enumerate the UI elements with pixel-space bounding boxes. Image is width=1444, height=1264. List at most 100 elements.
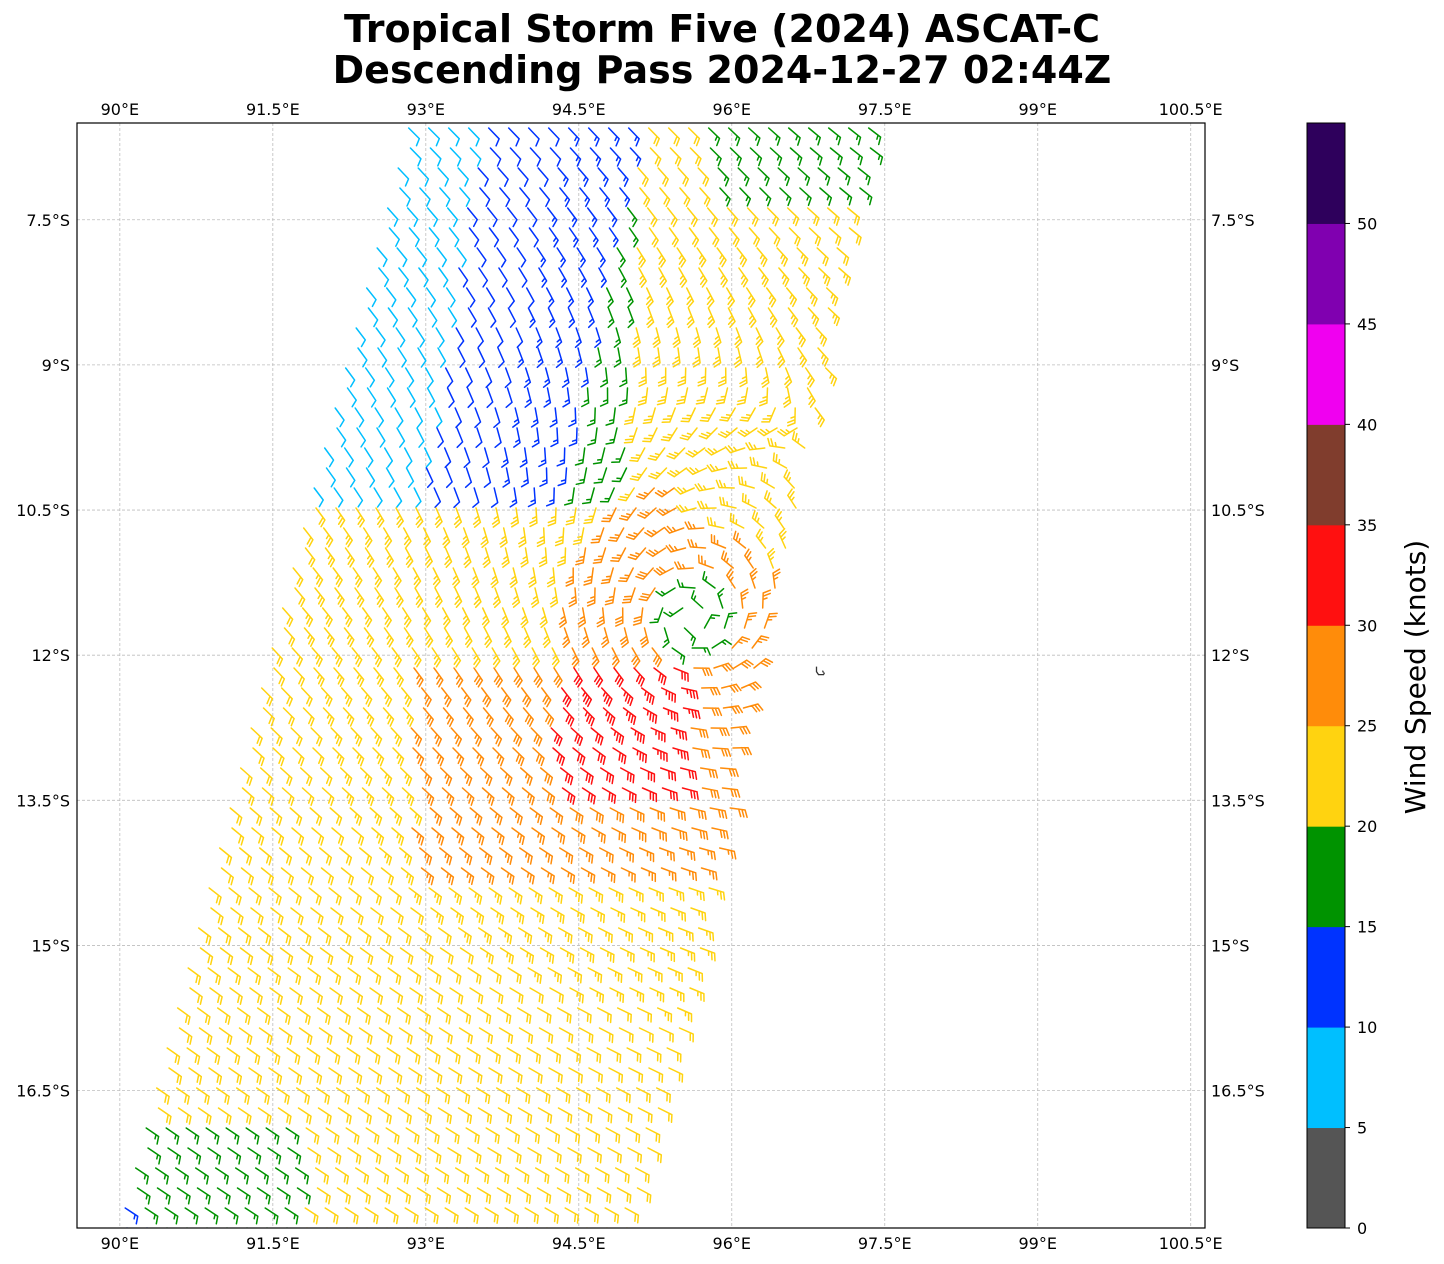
wind-barb [447, 967, 462, 985]
wind-barb [784, 367, 793, 389]
wind-barb [501, 787, 515, 806]
wind-barb [597, 1107, 613, 1124]
wind-barb [649, 607, 664, 624]
wind-barb [401, 607, 412, 628]
wind-barb [839, 187, 853, 206]
wind-barb [605, 1127, 621, 1144]
wind-barb [457, 347, 466, 368]
wind-barb [237, 927, 252, 946]
wind-barb [415, 507, 424, 528]
wind-barb [530, 727, 543, 747]
wind-barb [375, 507, 385, 528]
wind-barb [549, 147, 562, 167]
wind-barb [666, 307, 675, 329]
wind-barb [539, 607, 548, 629]
wind-barb [251, 827, 265, 846]
wind-barb [708, 227, 720, 248]
wind-barb [739, 407, 756, 422]
wind-barb [237, 1107, 252, 1125]
wind-barb [563, 487, 575, 506]
wind-barb [717, 587, 725, 609]
wind-barb [462, 707, 474, 728]
wind-barb [474, 407, 482, 429]
wind-barb [709, 147, 722, 167]
wind-barb [545, 1127, 561, 1144]
wind-barb [494, 427, 502, 449]
wind-barb [300, 867, 314, 886]
wind-barb [356, 1187, 371, 1205]
lat-tick-label-right: 13.5°S [1211, 791, 1265, 810]
wind-barb [287, 967, 302, 985]
wind-barb [692, 327, 702, 348]
wind-barb [470, 907, 485, 925]
wind-barb [522, 707, 534, 727]
wind-barb [438, 1027, 453, 1045]
wind-barb [322, 707, 335, 727]
wind-barb [324, 547, 336, 568]
wind-barb [490, 727, 503, 747]
wind-barb [540, 687, 552, 708]
wind-barb [475, 1087, 491, 1105]
wind-barb [529, 507, 538, 528]
wind-barb [547, 1147, 562, 1164]
wind-barb [518, 527, 527, 548]
wind-barb [782, 387, 792, 408]
wind-barb [427, 307, 438, 328]
wind-barb [409, 987, 424, 1005]
wind-barb [632, 747, 648, 764]
wind-barb [406, 1047, 421, 1065]
wind-barb [216, 1187, 231, 1205]
wind-barb [405, 287, 417, 308]
wind-barb [496, 1007, 512, 1025]
wind-barb [319, 767, 333, 787]
lat-tick-label-right: 7.5°S [1211, 211, 1255, 230]
wind-barb [303, 627, 315, 647]
wind-barb [557, 467, 568, 487]
wind-barb [336, 1007, 351, 1025]
wind-barb [657, 367, 667, 387]
wind-barb [510, 507, 520, 528]
wind-barb [527, 127, 540, 147]
wind-barb [492, 587, 501, 609]
wind-barb [661, 787, 679, 802]
wind-barb [415, 1087, 431, 1105]
wind-barb [783, 469, 795, 489]
wind-barb [539, 767, 554, 786]
wind-barb [436, 247, 448, 268]
wind-barb [316, 1007, 331, 1025]
wind-barb [147, 1147, 162, 1165]
wind-barb [403, 627, 414, 648]
wind-barb [567, 127, 580, 147]
wind-barb [583, 507, 597, 525]
wind-barb [398, 267, 409, 288]
wind-barb [366, 387, 377, 408]
wind-barb [427, 127, 441, 147]
wind-barb [570, 907, 585, 924]
wind-barb [600, 687, 613, 707]
wind-barb [316, 1187, 331, 1205]
wind-barb [166, 1227, 169, 1228]
wind-barb [568, 587, 577, 608]
wind-barb [413, 667, 424, 688]
wind-barb [518, 847, 533, 865]
wind-barb [567, 1147, 582, 1164]
wind-barb [456, 1007, 472, 1025]
wind-barb [574, 1167, 590, 1184]
wind-barb [712, 347, 722, 368]
wind-barb [537, 167, 549, 187]
wind-barb [566, 1047, 582, 1064]
wind-barb [322, 527, 334, 548]
wind-barb [480, 527, 489, 549]
wind-barb [349, 987, 364, 1005]
wind-barb [509, 147, 522, 167]
wind-barb [526, 1047, 541, 1064]
wind-barb [713, 662, 735, 672]
wind-barb [785, 287, 798, 308]
wind-barb [569, 807, 584, 825]
wind-barb [184, 1207, 199, 1225]
wind-barb [217, 927, 232, 946]
wind-barb [673, 667, 689, 682]
wind-barb [414, 587, 424, 608]
wind-barb [670, 907, 687, 922]
colorbar-tick-label: 30 [1357, 616, 1377, 635]
